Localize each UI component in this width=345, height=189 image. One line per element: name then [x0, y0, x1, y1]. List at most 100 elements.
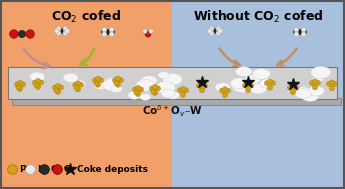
Circle shape — [14, 82, 20, 87]
Circle shape — [290, 90, 296, 95]
Circle shape — [39, 80, 43, 85]
Circle shape — [267, 79, 273, 84]
Circle shape — [299, 29, 306, 35]
Text: Co$^{\delta+}$O$_v$–W: Co$^{\delta+}$O$_v$–W — [142, 103, 202, 119]
Circle shape — [62, 28, 68, 34]
Circle shape — [329, 80, 335, 85]
Circle shape — [96, 82, 100, 87]
Circle shape — [116, 82, 120, 87]
Circle shape — [199, 82, 205, 87]
Ellipse shape — [252, 68, 270, 79]
Ellipse shape — [136, 80, 155, 91]
Circle shape — [99, 78, 103, 83]
Circle shape — [209, 31, 214, 36]
Circle shape — [143, 29, 147, 33]
Text: C: C — [51, 164, 57, 174]
Circle shape — [18, 86, 22, 91]
Circle shape — [79, 82, 83, 87]
Circle shape — [216, 26, 221, 31]
Bar — [8, 67, 337, 99]
Circle shape — [20, 82, 26, 87]
Circle shape — [287, 85, 293, 90]
Circle shape — [138, 87, 144, 92]
Ellipse shape — [313, 76, 323, 82]
Ellipse shape — [128, 91, 141, 99]
Ellipse shape — [295, 89, 311, 98]
Ellipse shape — [71, 80, 86, 89]
Circle shape — [149, 29, 153, 33]
Circle shape — [243, 83, 247, 88]
Circle shape — [290, 84, 296, 89]
Ellipse shape — [259, 79, 275, 88]
Circle shape — [16, 85, 21, 90]
Circle shape — [149, 86, 155, 91]
Circle shape — [209, 26, 214, 31]
Circle shape — [56, 28, 62, 34]
Text: Without CO$_2$ cofed: Without CO$_2$ cofed — [193, 9, 323, 25]
Circle shape — [180, 92, 186, 97]
Circle shape — [54, 29, 59, 33]
Circle shape — [34, 83, 39, 88]
Ellipse shape — [245, 75, 260, 84]
Circle shape — [76, 87, 80, 92]
Circle shape — [32, 80, 38, 85]
Circle shape — [56, 31, 61, 36]
Circle shape — [136, 85, 140, 91]
Circle shape — [76, 81, 80, 86]
Ellipse shape — [162, 74, 182, 85]
Circle shape — [197, 83, 201, 88]
Circle shape — [52, 85, 58, 90]
Circle shape — [18, 30, 26, 38]
Circle shape — [184, 88, 188, 93]
Circle shape — [223, 93, 227, 98]
Text: Coke deposits: Coke deposits — [77, 164, 148, 174]
Circle shape — [329, 86, 335, 91]
Circle shape — [333, 81, 337, 86]
Circle shape — [294, 32, 299, 37]
Ellipse shape — [155, 81, 175, 94]
Text: CO$_2$ cofed: CO$_2$ cofed — [51, 9, 121, 25]
Circle shape — [134, 90, 139, 95]
Circle shape — [74, 85, 79, 90]
Circle shape — [313, 85, 317, 90]
Ellipse shape — [311, 66, 331, 78]
Circle shape — [180, 86, 186, 91]
Circle shape — [226, 88, 230, 93]
FancyArrowPatch shape — [23, 48, 49, 68]
Ellipse shape — [232, 80, 253, 93]
Bar — [0, 0, 172, 189]
Circle shape — [246, 88, 250, 93]
Circle shape — [152, 84, 158, 90]
Ellipse shape — [94, 81, 108, 90]
Circle shape — [36, 84, 40, 90]
Circle shape — [199, 88, 205, 93]
Circle shape — [248, 83, 254, 88]
Ellipse shape — [302, 91, 319, 101]
Circle shape — [36, 78, 40, 84]
FancyArrowPatch shape — [80, 49, 94, 65]
Circle shape — [294, 27, 299, 32]
Circle shape — [102, 32, 107, 37]
Ellipse shape — [161, 89, 175, 98]
Circle shape — [177, 88, 183, 93]
Circle shape — [301, 32, 306, 37]
Ellipse shape — [230, 78, 248, 89]
Circle shape — [203, 83, 207, 88]
Ellipse shape — [110, 86, 122, 93]
Circle shape — [72, 82, 78, 87]
Circle shape — [219, 88, 225, 93]
Circle shape — [56, 84, 60, 88]
Circle shape — [118, 78, 124, 83]
Ellipse shape — [236, 67, 252, 77]
Circle shape — [246, 81, 250, 87]
Circle shape — [10, 30, 18, 38]
Circle shape — [109, 32, 114, 37]
Circle shape — [116, 76, 120, 81]
Ellipse shape — [308, 86, 324, 96]
Circle shape — [109, 27, 114, 32]
Circle shape — [94, 81, 99, 86]
Circle shape — [152, 91, 158, 95]
Circle shape — [96, 76, 100, 81]
Ellipse shape — [141, 76, 157, 85]
Circle shape — [56, 26, 61, 31]
